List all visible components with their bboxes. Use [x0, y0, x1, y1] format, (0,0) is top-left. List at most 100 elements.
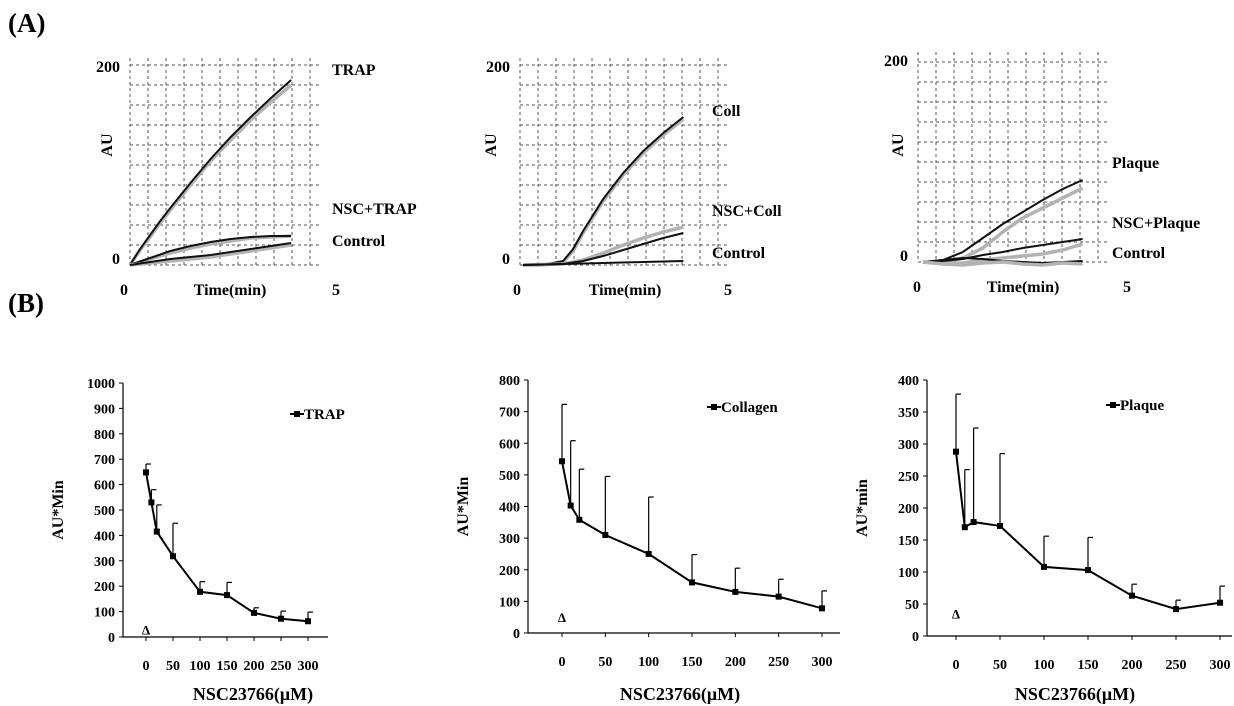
- y-tick-label: 0: [900, 248, 908, 265]
- x-tick-label: 0: [120, 282, 128, 299]
- data-point: [170, 553, 176, 560]
- y-tick-label: 900: [94, 402, 115, 417]
- series-label: NSC+TRAP: [332, 201, 417, 218]
- panel-label-b: (B): [8, 288, 44, 318]
- y-tick-label: 150: [898, 534, 919, 549]
- y-tick-label: 250: [898, 470, 919, 485]
- series-label: NSC+Plaque: [1112, 215, 1200, 232]
- y-tick-label: 0: [112, 251, 120, 268]
- x-tick-label: 0: [953, 658, 960, 673]
- y-tick-label: 600: [94, 479, 115, 494]
- y-axis-title: AU: [483, 133, 500, 157]
- y-tick-label: 200: [898, 502, 919, 517]
- y-tick-label: 100: [898, 566, 919, 581]
- data-point: [576, 516, 583, 523]
- y-axis-title: AU*Min: [455, 477, 472, 537]
- y-tick-label: 400: [898, 374, 919, 389]
- y-tick-label: 700: [94, 453, 115, 468]
- data-point: [251, 609, 257, 616]
- data-point: [197, 588, 203, 595]
- x-tick-label: 250: [768, 655, 789, 670]
- data-point: [567, 502, 574, 509]
- y-tick-label: 300: [499, 532, 520, 547]
- data-point: [278, 615, 284, 622]
- data-point: [819, 605, 825, 612]
- y-axis-title: AU*Min: [50, 480, 67, 540]
- y-tick-label: 0: [912, 630, 919, 645]
- x-tick-label: 150: [1078, 658, 1099, 673]
- x-tick-label: 250: [1166, 658, 1187, 673]
- series-label: Control: [332, 233, 386, 250]
- control-marker: Δ: [142, 622, 150, 637]
- y-tick-label: 200: [96, 59, 120, 76]
- trace-line: [922, 260, 1083, 267]
- y-tick-label: 100: [499, 595, 520, 610]
- y-tick-label: 700: [499, 406, 520, 421]
- series-label: Control: [712, 245, 766, 262]
- x-tick-label: 300: [298, 659, 319, 674]
- x-axis-title: Time(min): [987, 279, 1060, 296]
- x-tick-label: 5: [332, 282, 340, 299]
- x-tick-label: 300: [812, 655, 833, 670]
- x-tick-label: 0: [913, 279, 921, 296]
- x-axis-title: NSC23766(μM): [1015, 684, 1135, 705]
- y-tick-label: 300: [898, 438, 919, 453]
- y-tick-label: 500: [499, 469, 520, 484]
- series-label: TRAP: [332, 62, 376, 79]
- data-point: [1085, 567, 1091, 574]
- y-tick-label: 100: [94, 606, 115, 621]
- data-line: [955, 451, 1221, 611]
- x-tick-label: 150: [682, 655, 703, 670]
- y-axis-title: AU: [99, 133, 116, 157]
- x-tick-label: 250: [271, 659, 292, 674]
- y-tick-label: 400: [499, 501, 520, 516]
- x-tick-label: 100: [1034, 658, 1055, 673]
- data-point: [1129, 592, 1135, 599]
- data-point: [732, 588, 739, 595]
- trace-line: [522, 232, 684, 266]
- trace-line: [523, 117, 685, 267]
- y-tick-label: 0: [513, 627, 520, 642]
- data-point: [645, 550, 652, 557]
- x-tick-label: 300: [1210, 658, 1231, 673]
- data-point: [602, 531, 609, 538]
- y-tick-label: 500: [94, 504, 115, 519]
- legend-marker: [711, 404, 717, 410]
- y-tick-label: 50: [905, 598, 919, 613]
- y-tick-label: 300: [94, 555, 115, 570]
- data-point: [997, 522, 1003, 529]
- trace-line: [129, 243, 292, 267]
- data-line: [561, 461, 823, 610]
- y-axis-title: AU*min: [854, 479, 871, 537]
- y-tick-label: 400: [94, 529, 115, 544]
- data-point: [1041, 563, 1047, 570]
- data-point: [970, 519, 977, 526]
- y-tick-label: 800: [94, 428, 115, 443]
- y-tick-label: 600: [499, 437, 520, 452]
- y-tick-label: 1000: [87, 377, 115, 392]
- data-line: [145, 472, 309, 623]
- y-tick-label: 0: [108, 631, 115, 646]
- x-tick-label: 100: [190, 659, 211, 674]
- series-label: Control: [1112, 245, 1166, 262]
- y-tick-label: 200: [94, 580, 115, 595]
- data-point: [305, 618, 311, 625]
- data-point: [153, 528, 160, 535]
- trace-line: [129, 242, 292, 266]
- trace-line: [129, 235, 292, 266]
- x-axis-title: Time(min): [589, 282, 662, 299]
- data-point: [775, 593, 782, 600]
- control-marker: Δ: [558, 610, 566, 625]
- y-tick-label: 200: [884, 53, 908, 70]
- x-tick-label: 50: [993, 658, 1007, 673]
- y-axis-title: AU: [890, 133, 907, 157]
- data-point: [689, 579, 695, 586]
- legend-label: TRAP: [304, 407, 345, 423]
- x-tick-label: 5: [1123, 279, 1131, 296]
- series-label: Plaque: [1112, 155, 1159, 172]
- x-tick-label: 150: [217, 659, 238, 674]
- x-tick-label: 50: [598, 655, 612, 670]
- trace-line: [922, 179, 1084, 263]
- trace-line: [522, 260, 684, 266]
- x-tick-label: 0: [143, 659, 150, 674]
